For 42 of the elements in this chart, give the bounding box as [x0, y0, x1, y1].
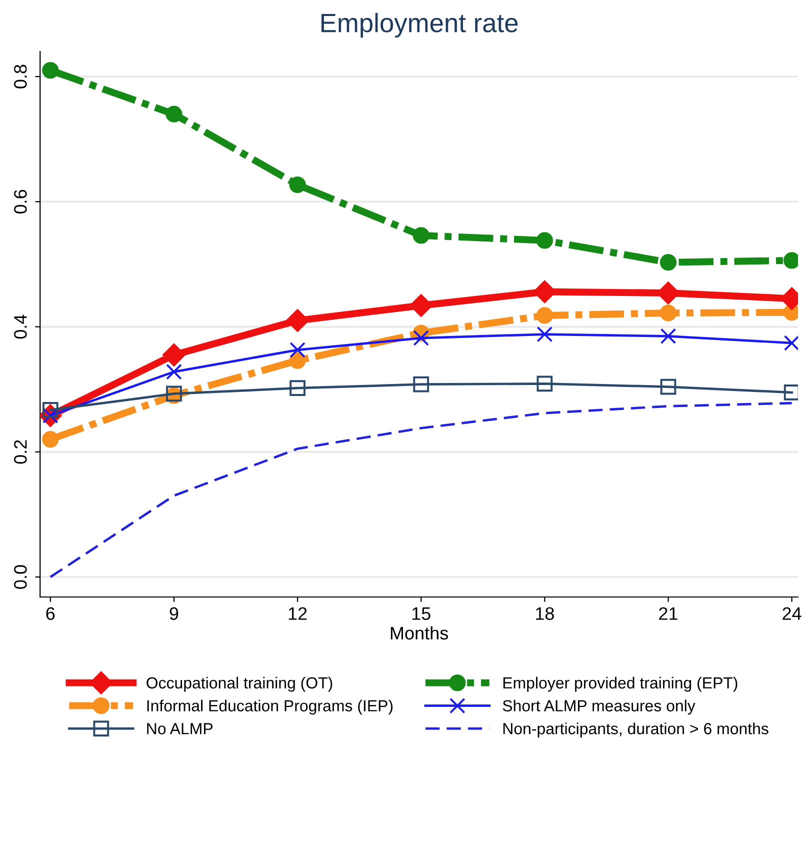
- line-series: [49, 402, 793, 578]
- x-tick-label: 9: [170, 607, 178, 620]
- point: [412, 227, 430, 244]
- point: [413, 376, 430, 392]
- x-axis-title: Months: [390, 626, 448, 640]
- point: [536, 326, 553, 342]
- chart-title: Employment rate: [321, 12, 518, 38]
- point: [536, 232, 554, 249]
- x-tick-label: 18: [536, 607, 554, 620]
- point: [660, 254, 677, 271]
- point: [162, 343, 186, 366]
- y-tick-label: 0.4: [14, 314, 27, 339]
- y-tick-label: 0.0: [14, 565, 27, 589]
- legend-label: Short ALMP measures only: [502, 700, 696, 715]
- point: [413, 330, 430, 346]
- point: [660, 328, 676, 344]
- x-tick-label: 21: [659, 607, 678, 620]
- legend-label: Non-participants, duration > 6 months: [503, 722, 768, 738]
- point: [42, 431, 59, 448]
- point: [290, 342, 306, 358]
- legend-label: No ALMP: [147, 723, 212, 734]
- x-tick-label: 6: [46, 607, 55, 620]
- y-tick-label: 0.2: [14, 440, 27, 464]
- legend-label: Informal Education Programs (IEP): [147, 700, 393, 715]
- point: [166, 106, 182, 122]
- point: [289, 352, 306, 369]
- point: [660, 304, 677, 322]
- point: [289, 176, 306, 194]
- point: [166, 364, 182, 380]
- x-tick-label: 12: [288, 607, 307, 620]
- y-tick-label: 0.6: [14, 190, 27, 214]
- point: [536, 376, 553, 392]
- legend-label: Occupational training (OT): [146, 676, 332, 692]
- point: [290, 380, 306, 396]
- y-tick-label: 0.8: [14, 64, 27, 88]
- point: [42, 62, 59, 79]
- x-tick-label: 24: [782, 607, 802, 620]
- point: [660, 378, 676, 395]
- legend-label: Employer provided training (EPT): [503, 676, 738, 692]
- x-tick-label: 15: [412, 607, 430, 620]
- point: [286, 309, 310, 332]
- point: [536, 307, 554, 324]
